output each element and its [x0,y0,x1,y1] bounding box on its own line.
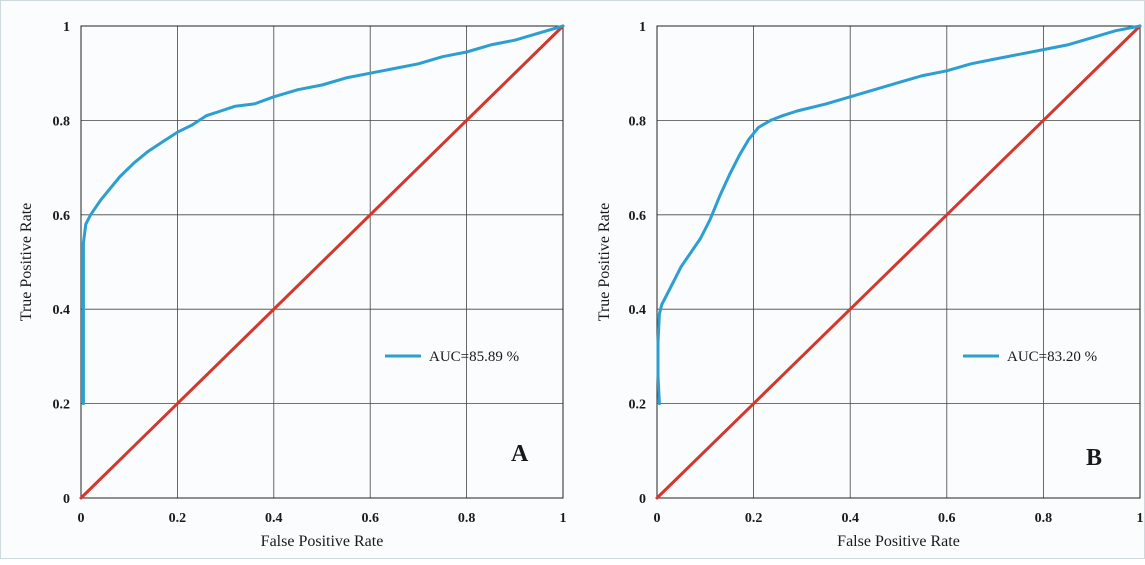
y-axis-label: True Positive Rate [18,203,35,322]
roc-panel-B: 0 0.2 0.4 0.6 0.8 1 0 0.2 0.4 0.6 0.8 1 False Positi… [596,20,1144,550]
y-tick-label: 0.4 [629,303,647,318]
x-axis-label: False Positive Rate [261,533,384,550]
y-tick-label: 0.8 [629,114,647,129]
y-tick-label: 0.2 [629,398,647,413]
y-tick-label: 0.8 [53,114,71,129]
y-tick-label: 0 [63,492,70,507]
x-tick-label: 0.2 [169,511,187,526]
y-tick-label: 0.6 [53,209,71,224]
x-tick-label: 1 [560,511,567,526]
y-tick-label: 0 [639,492,646,507]
x-tick-label: 0.6 [938,511,956,526]
x-tick-label: 0 [654,511,661,526]
x-tick-label: 0.2 [745,511,763,526]
panel-letter: B [1086,445,1102,471]
x-tick-label: 0.4 [841,511,859,526]
diagonal-reference-line [657,26,1140,498]
y-tick-label: 0.6 [629,209,647,224]
x-tick-label: 0.8 [1035,511,1053,526]
roc-panel-A: 0 0.2 0.4 0.6 0.8 1 0 0.2 0.4 0.6 0.8 1 False Positi… [18,20,567,550]
y-tick-label: 1 [63,20,70,35]
y-axis-label: True Positive Rate [596,203,613,322]
x-tick-label: 0.8 [458,511,476,526]
panel-letter: A [511,441,529,467]
diagonal-reference-line [81,26,563,498]
y-tick-label: 0.4 [53,303,71,318]
y-tick-label: 0.2 [53,398,71,413]
legend-label: AUC=83.20 % [1007,349,1097,365]
y-tick-label: 1 [639,20,646,35]
x-tick-label: 1 [1137,511,1144,526]
x-tick-label: 0.4 [265,511,283,526]
x-tick-label: 0 [78,511,85,526]
x-axis-label: False Positive Rate [837,533,960,550]
legend-label: AUC=85.89 % [429,349,519,365]
x-tick-label: 0.6 [361,511,379,526]
